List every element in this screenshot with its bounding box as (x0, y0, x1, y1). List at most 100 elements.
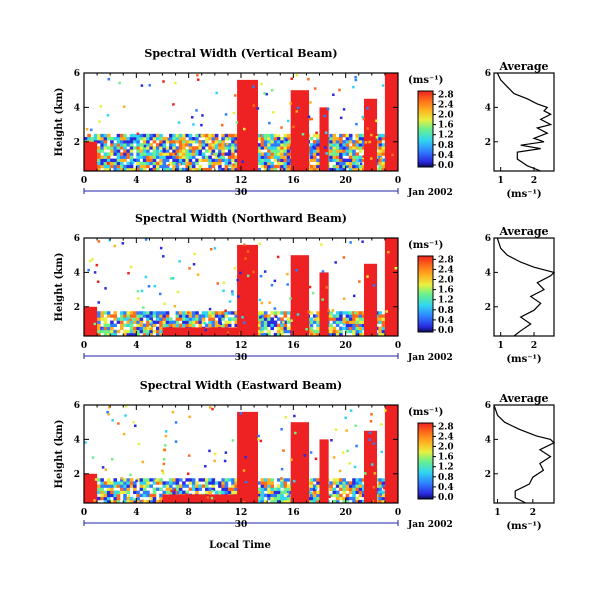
heatmap-cell (106, 164, 111, 169)
heatmap-cell (205, 133, 209, 138)
heatmap-cell (188, 149, 193, 153)
heatmap-cell (116, 155, 121, 159)
heatmap-cell (159, 314, 163, 318)
heatmap-cell (286, 149, 291, 153)
heatmap-cell (188, 136, 193, 141)
heatmap-cell (362, 311, 366, 315)
heatmap-speckle (289, 102, 292, 105)
panel-title: Spectral Width (Eastward Beam) (140, 379, 342, 392)
heatmap-cell (103, 152, 108, 156)
heatmap-cell (188, 146, 193, 150)
heatmap-speckle (366, 127, 369, 130)
heatmap-cell (218, 314, 222, 318)
heatmap-cell (358, 314, 363, 318)
heatmap-speckle (338, 88, 341, 92)
heatmap-cell (316, 323, 320, 328)
heatmap-cell (221, 143, 225, 147)
heatmap-cell (355, 496, 360, 501)
heatmap-cell (348, 481, 353, 485)
heatmap-cell (221, 133, 225, 138)
heatmap-cell (381, 323, 386, 328)
heatmap-cell (152, 314, 157, 318)
heatmap-cell (231, 317, 235, 321)
heatmap-cell (355, 314, 360, 318)
heatmap-cell (155, 167, 160, 171)
heatmap-speckle (290, 77, 293, 81)
heatmap-speckle (222, 281, 226, 285)
heatmap-cell (165, 164, 170, 169)
heatmap-cell (175, 314, 180, 318)
heatmap-cell (139, 146, 144, 150)
heatmap-cell (139, 133, 144, 138)
heatmap-speckle (270, 283, 274, 287)
heatmap-cell (348, 314, 353, 318)
heatmap-speckle (259, 274, 263, 278)
panel-title: Spectral Width (Northward Beam) (135, 212, 347, 225)
heatmap-cell (129, 140, 134, 144)
heatmap-cell (133, 136, 137, 141)
x-tick-label: 20 (339, 176, 352, 186)
heatmap-speckle (263, 270, 267, 273)
heatmap-cell (286, 499, 291, 503)
panel-2: Spectral Width (Northward Beam)0 4 8 12 16 20… (54, 212, 556, 365)
average-frame (493, 72, 555, 172)
heatmap-cell (152, 158, 157, 163)
y-tick-label: 2 (74, 470, 80, 480)
heatmap-cell (139, 481, 144, 485)
heatmap-speckle (172, 324, 175, 327)
heatmap-cell (267, 152, 271, 156)
heatmap-cell (218, 161, 222, 166)
heatmap-cell (133, 481, 137, 485)
heatmap-cell (257, 152, 261, 156)
heatmap-cell (93, 136, 98, 141)
heatmap-column (84, 306, 98, 336)
heatmap-cell (169, 146, 173, 150)
heatmap-cell (312, 164, 317, 169)
heatmap-cell (342, 152, 346, 156)
heatmap-cell (133, 314, 137, 318)
heatmap-cell (172, 152, 176, 156)
heatmap-cell (286, 158, 291, 163)
heatmap-cell (263, 487, 268, 491)
heatmap-speckle (140, 289, 144, 293)
heatmap-cell (316, 158, 320, 163)
heatmap-cell (165, 317, 170, 321)
heatmap-cell (345, 136, 350, 141)
heatmap-cell (312, 149, 317, 153)
heatmap-cell (155, 146, 160, 150)
heatmap-cell (146, 332, 150, 336)
heatmap-cell (205, 155, 209, 159)
heatmap-cell (263, 161, 268, 166)
heatmap-cell (162, 167, 167, 171)
heatmap-cell (214, 323, 219, 328)
heatmap-cell (136, 161, 140, 166)
heatmap-cell (211, 164, 216, 169)
heatmap-cell (126, 314, 131, 318)
heatmap-cell (110, 499, 114, 503)
heatmap-speckle (209, 406, 212, 409)
heatmap-cell (146, 152, 150, 156)
heatmap-speckle (361, 240, 364, 243)
heatmap-cell (381, 493, 386, 498)
heatmap-cell (126, 484, 131, 488)
heatmap-cell (221, 484, 225, 488)
heatmap-cell (231, 164, 235, 169)
heatmap-cell (381, 320, 386, 324)
heatmap-speckle (176, 290, 180, 294)
heatmap-cell (335, 158, 340, 163)
heatmap-cell (270, 155, 275, 159)
heatmap-cell (149, 499, 153, 503)
heatmap-cell (126, 143, 131, 147)
heatmap-cell (152, 329, 157, 334)
heatmap-cell (227, 152, 232, 156)
heatmap-cell (106, 314, 111, 318)
heatmap-speckle (233, 267, 237, 270)
heatmap-cell (129, 323, 134, 328)
heatmap-cell (214, 320, 219, 324)
heatmap-speckle (144, 275, 148, 279)
heatmap-cell (270, 323, 275, 328)
heatmap-cell (119, 136, 124, 141)
heatmap-speckle (314, 457, 318, 461)
heatmap-cell (260, 158, 265, 163)
heatmap-cell (335, 499, 340, 503)
